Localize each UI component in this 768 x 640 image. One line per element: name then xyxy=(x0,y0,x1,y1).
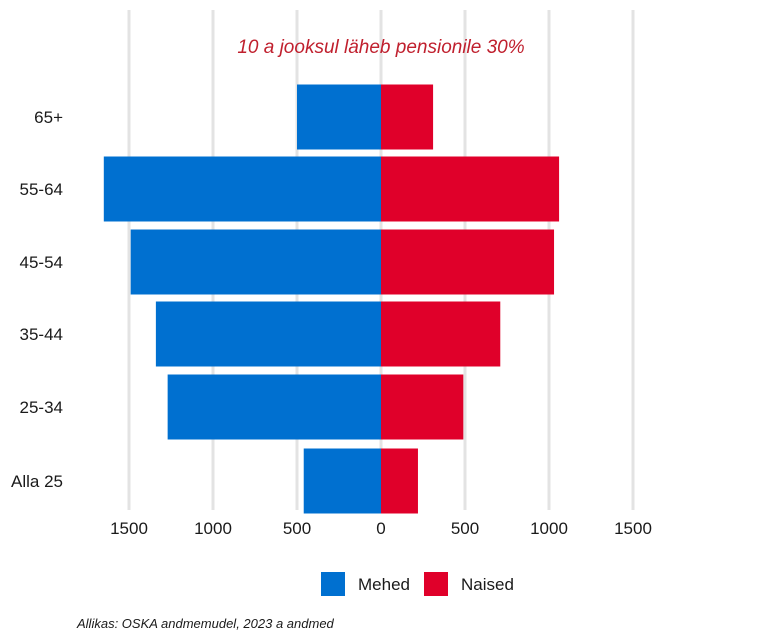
legend-label-mehed: Mehed xyxy=(358,575,410,594)
bar-naised-55-64 xyxy=(381,156,560,222)
bar-mehed-35-44 xyxy=(155,301,381,367)
bar-mehed-25-34 xyxy=(167,374,381,440)
y-category-label-0: Alla 25 xyxy=(11,472,63,491)
x-tick-label-1: 1000 xyxy=(194,519,232,538)
legend-swatch-mehed xyxy=(321,572,345,596)
bar-mehed-65- xyxy=(297,84,381,150)
bar-naised-45-54 xyxy=(381,229,555,295)
bar-naised-alla-25 xyxy=(381,448,418,514)
y-category-label-1: 25-34 xyxy=(20,398,63,417)
x-tick-label-0: 1500 xyxy=(110,519,148,538)
bar-mehed-alla-25 xyxy=(303,448,381,514)
x-tick-label-6: 1500 xyxy=(614,519,652,538)
bar-mehed-45-54 xyxy=(130,229,381,295)
bar-naised-25-34 xyxy=(381,374,464,440)
x-tick-label-5: 1000 xyxy=(530,519,568,538)
y-axis-labels: Alla 25 25-34 35-44 45-54 55-64 65+ xyxy=(11,108,63,491)
bar-mehed-55-64 xyxy=(103,156,382,222)
legend: Mehed Naised xyxy=(321,572,514,596)
x-tick-label-4: 500 xyxy=(451,519,479,538)
y-category-label-4: 55-64 xyxy=(20,180,63,199)
chart-title: 10 a jooksul läheb pensionile 30% xyxy=(237,37,524,58)
bar-naised-35-44 xyxy=(381,301,501,367)
legend-label-naised: Naised xyxy=(461,575,514,594)
x-axis-labels: 1500 1000 500 0 500 1000 1500 xyxy=(110,519,652,538)
x-tick-label-3: 0 xyxy=(376,519,385,538)
bars xyxy=(103,84,560,514)
x-tick-label-2: 500 xyxy=(283,519,311,538)
bar-naised-65- xyxy=(381,84,434,150)
y-category-label-3: 45-54 xyxy=(20,253,63,272)
y-category-label-5: 65+ xyxy=(34,108,63,127)
source-caption: Allikas: OSKA andmemudel, 2023 a andmed xyxy=(76,616,335,631)
legend-swatch-naised xyxy=(424,572,448,596)
y-category-label-2: 35-44 xyxy=(20,325,63,344)
